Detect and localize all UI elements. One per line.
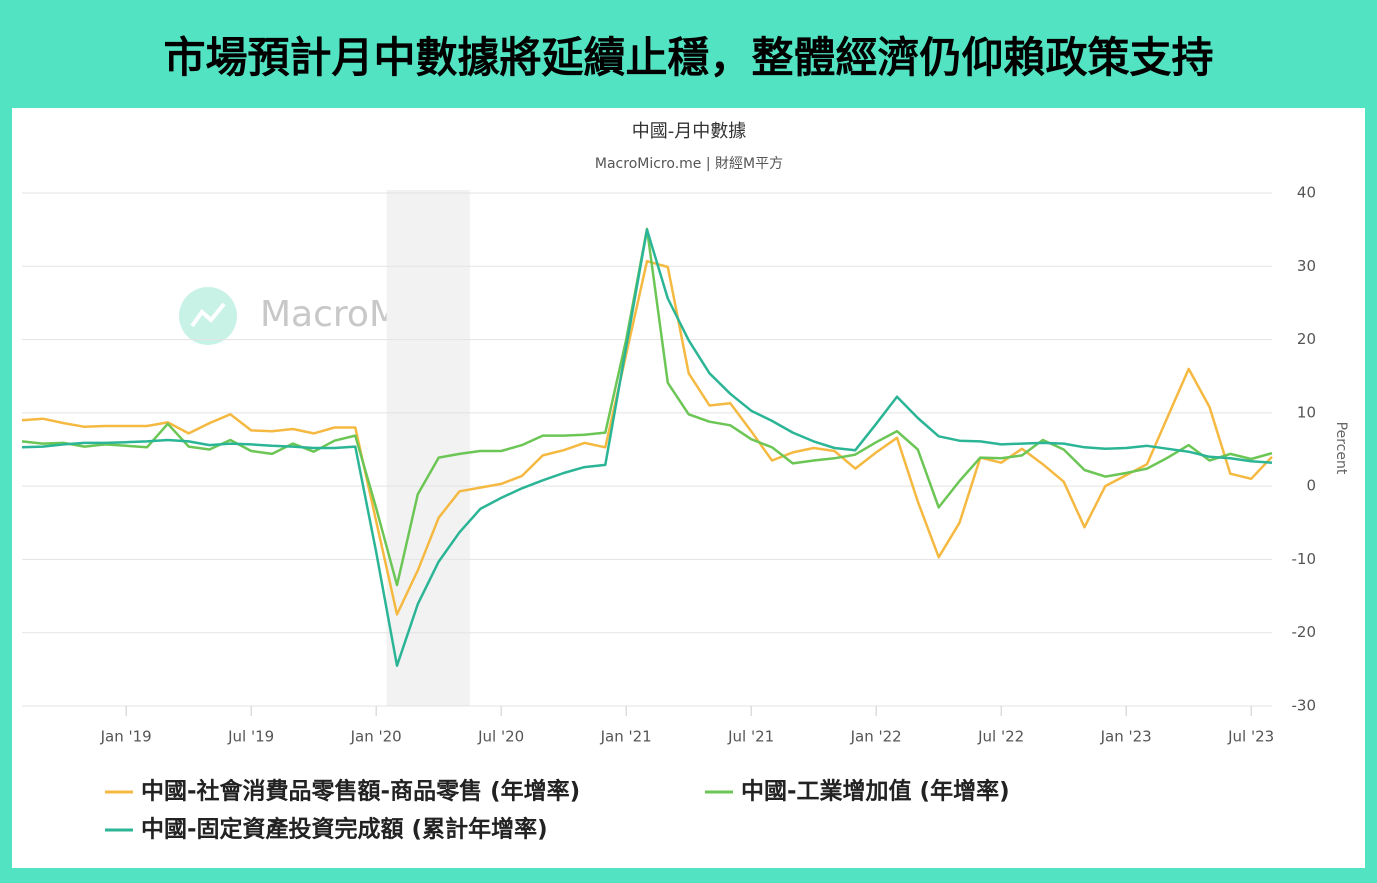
chart-title: 中國-月中數據 <box>632 121 747 142</box>
x-tick-label: Jul '22 <box>977 728 1024 746</box>
x-tick-label: Jan '21 <box>600 728 652 746</box>
series-line <box>21 227 1273 587</box>
x-tick-label: Jul '19 <box>227 728 274 746</box>
watermark-logo-mark <box>190 302 226 328</box>
shaded-period <box>386 190 470 706</box>
x-tick-label: Jul '23 <box>1227 728 1274 746</box>
series-line <box>21 228 1273 667</box>
y-tick-label: 10 <box>1297 403 1316 421</box>
legend-label: 中國-固定資產投資完成額 (累計年增率) <box>141 816 548 843</box>
x-tick-label: Jan '22 <box>850 728 902 746</box>
y-tick-label: 30 <box>1297 257 1316 275</box>
x-tick-label: Jan '20 <box>350 728 402 746</box>
chart-subtitle: MacroMicro.me | 財經M平方 <box>595 156 783 172</box>
x-tick-label: Jul '20 <box>477 728 524 746</box>
x-tick-label: Jan '23 <box>1100 728 1152 746</box>
y-tick-label: -30 <box>1292 697 1317 715</box>
y-tick-label: 0 <box>1306 477 1316 495</box>
chart-panel <box>12 108 1365 868</box>
x-tick-label: Jan '19 <box>100 728 152 746</box>
y-tick-label: 20 <box>1297 330 1316 348</box>
y-tick-label: -20 <box>1292 623 1317 641</box>
page-title: 市場預計月中數據將延續止穩，整體經濟仍仰賴政策支持 <box>163 33 1214 82</box>
x-tick-label: Jul '21 <box>727 728 774 746</box>
y-tick-label: -10 <box>1292 550 1317 568</box>
legend-label: 中國-工業增加值 (年增率) <box>741 778 1010 805</box>
y-axis-label: Percent <box>1333 422 1349 475</box>
y-tick-label: 40 <box>1297 184 1316 202</box>
series-line <box>21 259 1273 616</box>
legend-label: 中國-社會消費品零售額-商品零售 (年增率) <box>141 778 580 805</box>
